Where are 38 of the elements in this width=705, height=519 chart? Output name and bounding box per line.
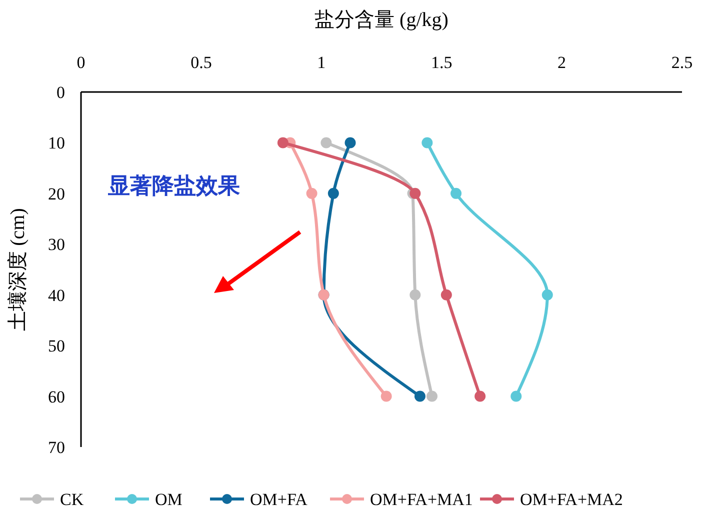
point	[344, 137, 356, 148]
point	[320, 137, 332, 148]
legend-label: OM+FA+MA2	[520, 490, 623, 509]
y-tick-label: 30	[48, 235, 65, 254]
point	[306, 188, 318, 199]
legend-label: OM+FA+MA1	[370, 490, 473, 509]
y-tick-label: 50	[48, 336, 65, 356]
x-tick-label: 2.5	[671, 53, 693, 72]
point	[410, 188, 421, 199]
y-axis-title: 土壤深度 (cm)	[7, 208, 29, 331]
point	[542, 289, 553, 300]
point	[410, 289, 421, 300]
x-tick-label: 2	[558, 53, 566, 72]
point	[510, 390, 522, 402]
point	[380, 390, 392, 402]
y-tick-label: 20	[48, 184, 65, 204]
x-tick-label: 1.5	[430, 53, 452, 72]
point	[450, 188, 462, 199]
y-tick-label: 70	[48, 438, 65, 457]
legend-label: CK	[60, 490, 84, 509]
point	[440, 289, 452, 300]
y-tick-label: 40	[48, 286, 65, 305]
annotation: 显著降盐效果	[107, 173, 241, 198]
point	[328, 188, 339, 199]
x-axis-title: 盐分含量 (g/kg)	[314, 9, 448, 31]
x-tick-label: 0.5	[190, 53, 212, 72]
point	[422, 137, 433, 148]
legend-label: OM+FA	[250, 490, 308, 509]
point	[414, 390, 426, 402]
y-tick-label: 10	[48, 134, 65, 153]
y-tick-label: 0	[56, 83, 65, 102]
point	[426, 390, 438, 402]
point	[474, 390, 486, 402]
legend-label: OM	[155, 490, 182, 509]
y-tick-label: 60	[48, 387, 65, 406]
x-tick-label: 1	[317, 53, 326, 72]
x-tick-label: 0	[76, 53, 86, 72]
point	[277, 137, 288, 148]
